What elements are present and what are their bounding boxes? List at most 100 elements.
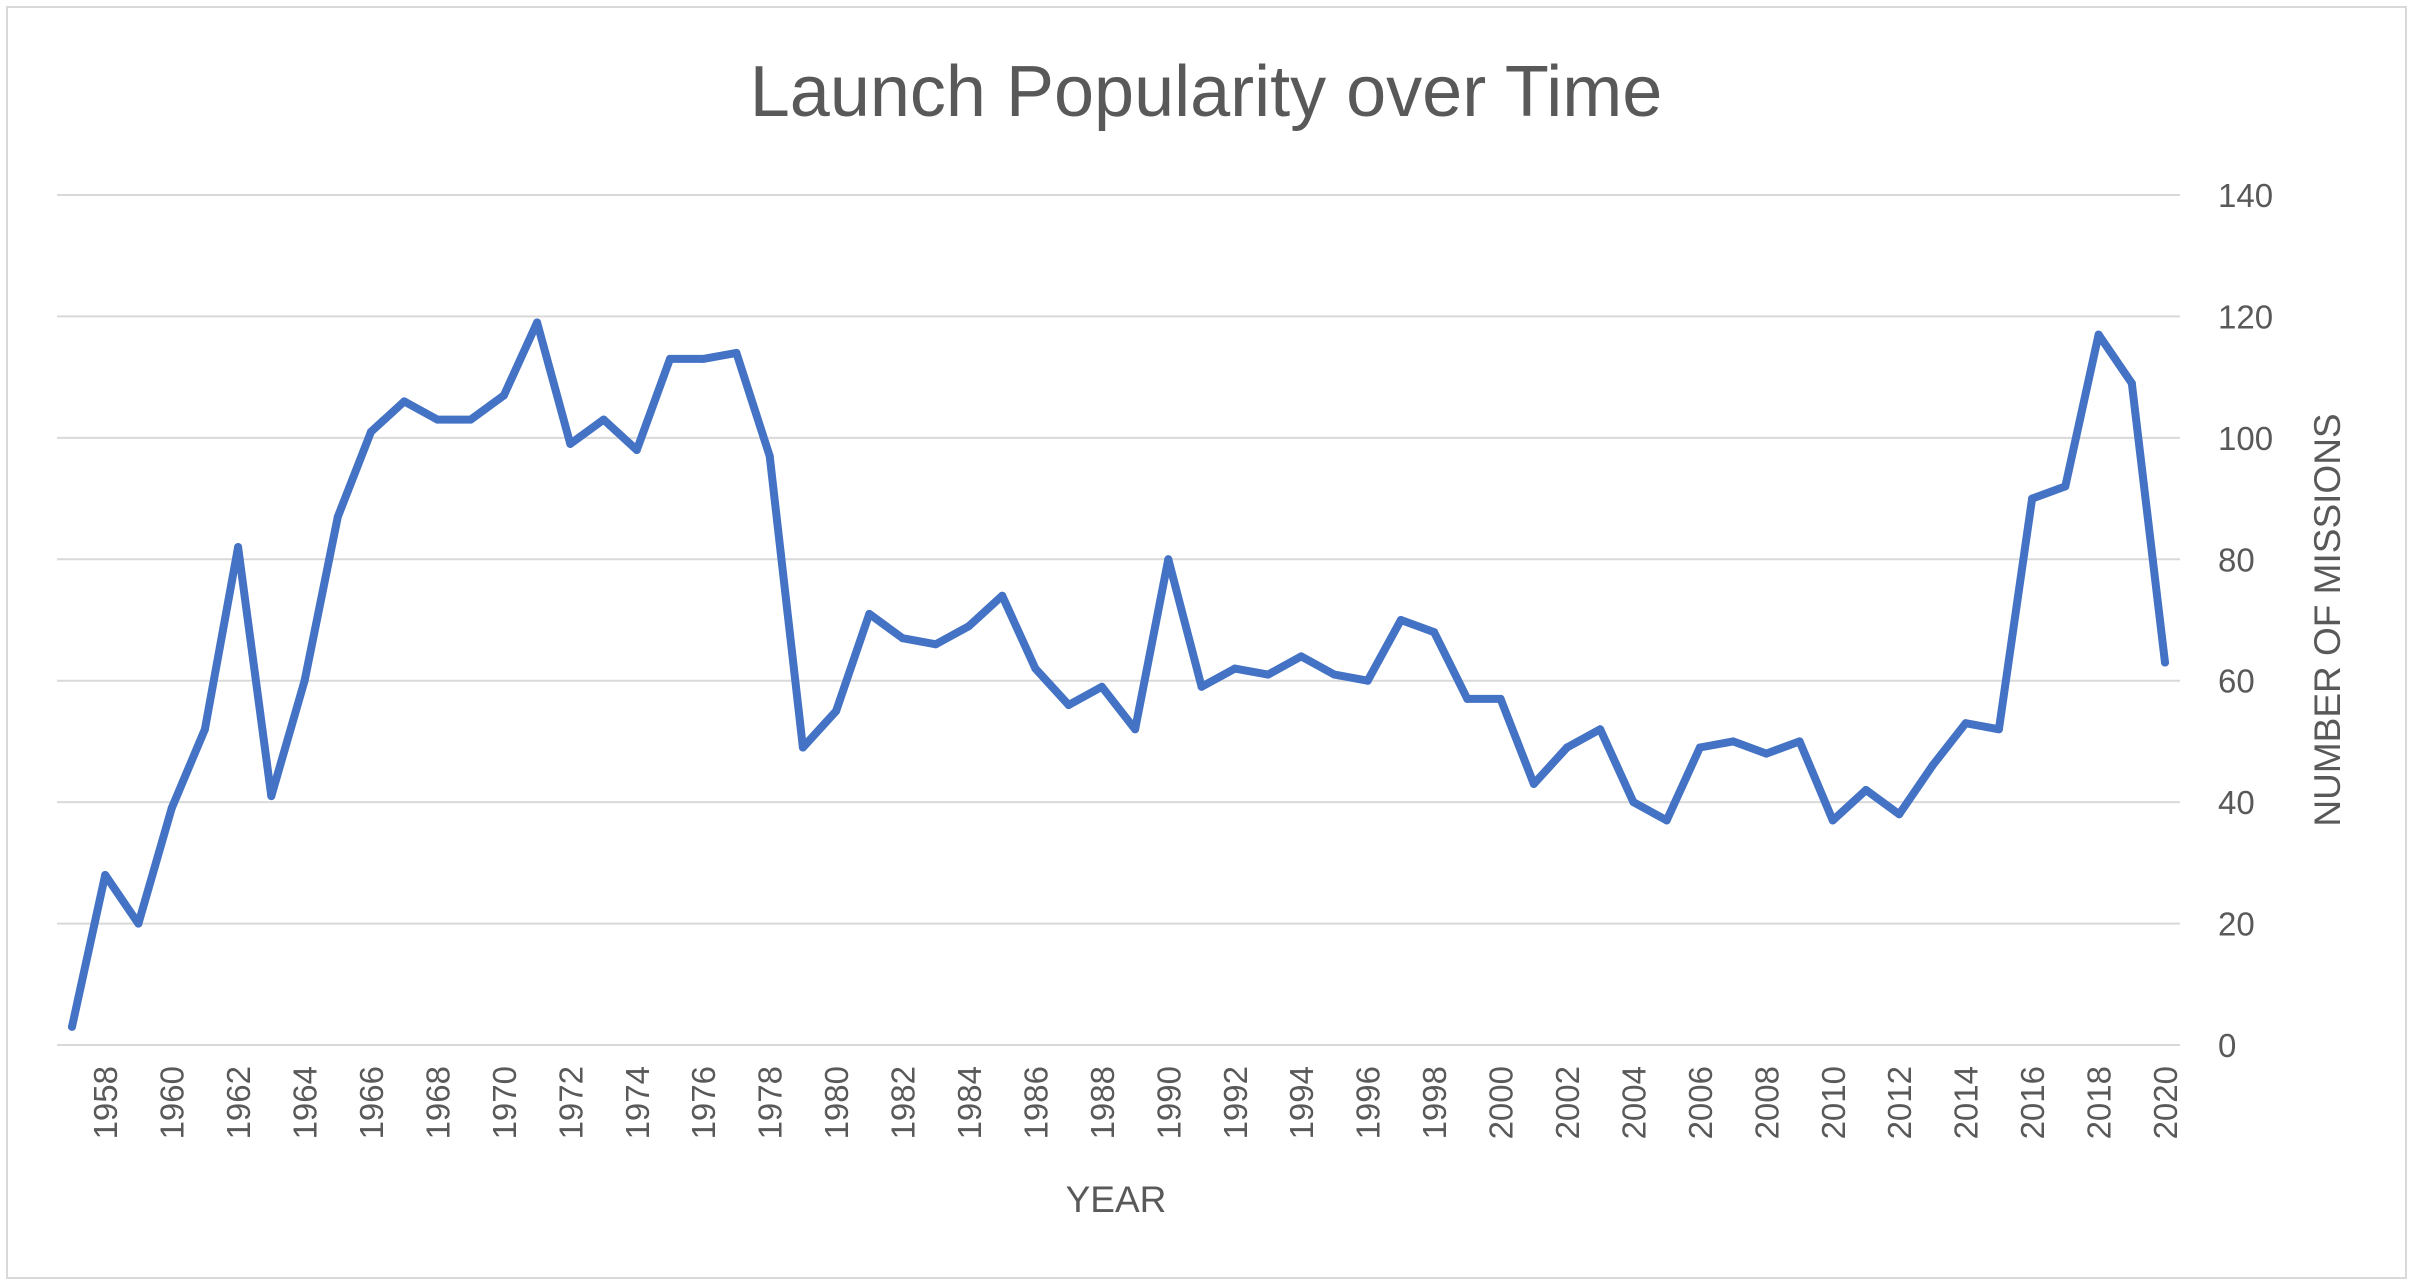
data-point xyxy=(1230,664,1239,673)
x-tick-label: 1978 xyxy=(752,1066,789,1139)
x-tick-label: 1992 xyxy=(1217,1066,1254,1139)
data-point xyxy=(167,804,176,813)
x-tick-label: 2010 xyxy=(1815,1066,1852,1139)
data-point xyxy=(1629,798,1638,807)
x-tick-label: 1996 xyxy=(1350,1066,1387,1139)
chart-title: Launch Popularity over Time xyxy=(750,52,1662,132)
data-point xyxy=(433,415,442,424)
data-point xyxy=(1662,816,1671,825)
data-point xyxy=(1563,743,1571,752)
data-point xyxy=(1928,761,1937,770)
data-point xyxy=(1862,786,1870,794)
data-point xyxy=(699,354,708,363)
data-point xyxy=(1363,676,1372,685)
data-point xyxy=(2127,379,2136,388)
x-tick-label: 2008 xyxy=(1748,1066,1785,1139)
data-point xyxy=(566,439,575,448)
y-tick-label: 100 xyxy=(2218,420,2273,457)
data-point xyxy=(533,318,542,327)
data-point xyxy=(832,707,841,716)
data-point xyxy=(998,591,1007,600)
data-point xyxy=(1131,725,1140,734)
data-point xyxy=(499,391,508,400)
x-tick-label: 2018 xyxy=(2081,1066,2118,1139)
x-tick-label: 2006 xyxy=(1682,1066,1719,1139)
x-tick-label: 1976 xyxy=(685,1066,722,1139)
data-point xyxy=(632,446,641,454)
x-tick-label: 1998 xyxy=(1416,1066,1453,1139)
x-tick-label: 2004 xyxy=(1615,1066,1652,1139)
gridlines xyxy=(57,194,2180,1046)
data-point xyxy=(1529,779,1538,788)
data-point xyxy=(1097,682,1106,691)
y-axis-title: NUMBER OF MISSIONS xyxy=(2307,413,2348,826)
data-point xyxy=(333,512,342,521)
data-point xyxy=(1164,555,1173,564)
x-tick-label: 1990 xyxy=(1150,1066,1187,1139)
data-point xyxy=(1961,719,1970,728)
y-axis-ticks: 0 20 40 60 80 100 120 140 xyxy=(2218,177,2273,1064)
data-point xyxy=(2028,494,2037,503)
data-point xyxy=(1264,670,1272,679)
data-point xyxy=(1828,816,1837,825)
x-tick-label: 1984 xyxy=(951,1066,988,1139)
y-tick-label: 120 xyxy=(2218,298,2273,335)
y-tick-label: 20 xyxy=(2218,906,2255,943)
data-point xyxy=(931,640,940,649)
data-point xyxy=(898,634,907,643)
chart-frame xyxy=(6,6,2407,1279)
x-tick-label: 1962 xyxy=(220,1066,257,1139)
data-point xyxy=(1064,701,1073,709)
x-tick-label: 1958 xyxy=(87,1066,124,1139)
data-point xyxy=(732,348,741,357)
data-point xyxy=(200,725,209,734)
data-point xyxy=(1330,670,1339,679)
data-point xyxy=(1197,682,1206,691)
data-point xyxy=(1031,664,1040,673)
y-tick-label: 60 xyxy=(2218,663,2255,700)
data-point xyxy=(1496,694,1505,703)
y-tick-label: 80 xyxy=(2218,541,2255,578)
x-tick-label: 1994 xyxy=(1283,1066,1320,1139)
data-point xyxy=(300,676,309,685)
data-point xyxy=(1994,725,2003,734)
x-tick-label: 1964 xyxy=(287,1066,324,1139)
x-tick-label: 1982 xyxy=(885,1066,922,1139)
data-point xyxy=(1729,737,1738,746)
x-tick-label: 2014 xyxy=(1948,1066,1985,1139)
data-point xyxy=(267,792,276,801)
x-tick-label: 1966 xyxy=(353,1066,390,1139)
data-point xyxy=(765,452,774,461)
data-point xyxy=(2061,482,2070,491)
data-point xyxy=(367,427,375,436)
data-point xyxy=(68,1022,76,1031)
x-tick-label: 1986 xyxy=(1017,1066,1054,1139)
x-tick-label: 1980 xyxy=(818,1066,855,1139)
x-tick-label: 1988 xyxy=(1084,1066,1121,1139)
x-tick-label: 1968 xyxy=(419,1066,456,1139)
data-point xyxy=(1695,743,1704,752)
y-tick-label: 140 xyxy=(2218,177,2273,214)
data-point xyxy=(400,397,409,406)
data-point xyxy=(798,743,807,752)
data-point xyxy=(599,415,608,424)
x-tick-label: 1960 xyxy=(154,1066,191,1139)
data-point xyxy=(1596,725,1605,734)
x-tick-label: 2012 xyxy=(1881,1066,1918,1139)
data-point xyxy=(2094,330,2103,339)
data-point xyxy=(134,919,143,928)
x-tick-label: 1972 xyxy=(552,1066,589,1139)
data-point xyxy=(1463,694,1472,703)
data-point xyxy=(666,354,674,363)
x-tick-label: 2002 xyxy=(1549,1066,1586,1139)
series-layer xyxy=(68,318,2169,1031)
x-tick-label: 2000 xyxy=(1483,1066,1520,1139)
data-point xyxy=(466,415,475,424)
data-point xyxy=(1895,810,1904,819)
data-point xyxy=(2161,658,2169,667)
x-tick-label: 2016 xyxy=(2014,1066,2051,1139)
y-tick-label: 0 xyxy=(2218,1027,2236,1064)
x-tick-label: 1974 xyxy=(619,1066,656,1139)
data-point xyxy=(865,609,874,618)
